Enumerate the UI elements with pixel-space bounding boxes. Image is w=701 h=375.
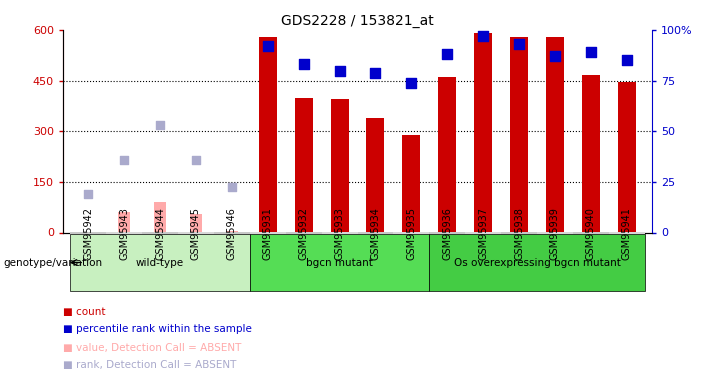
Text: wild-type: wild-type xyxy=(136,258,184,267)
Text: GSM95933: GSM95933 xyxy=(334,207,345,260)
Bar xyxy=(331,99,348,232)
Text: ■ value, Detection Call = ABSENT: ■ value, Detection Call = ABSENT xyxy=(63,342,241,352)
Point xyxy=(226,184,238,190)
Text: GSM95940: GSM95940 xyxy=(586,207,596,260)
Text: GSM95938: GSM95938 xyxy=(514,207,524,260)
Text: GSM95937: GSM95937 xyxy=(478,207,488,260)
Point xyxy=(118,157,130,163)
Point xyxy=(262,43,273,49)
Bar xyxy=(510,37,528,232)
Text: GSM95934: GSM95934 xyxy=(370,207,381,260)
Bar xyxy=(367,118,384,232)
Text: ■ count: ■ count xyxy=(63,307,106,317)
Bar xyxy=(582,75,600,232)
Point xyxy=(550,53,561,59)
Point xyxy=(477,33,489,39)
Point xyxy=(585,49,597,55)
Bar xyxy=(294,98,313,232)
Bar xyxy=(438,77,456,232)
Bar xyxy=(259,37,277,232)
Text: bgcn mutant: bgcn mutant xyxy=(306,258,373,267)
Point xyxy=(83,190,94,196)
Bar xyxy=(474,33,492,232)
Text: GSM95936: GSM95936 xyxy=(442,207,452,260)
Text: GSM95945: GSM95945 xyxy=(191,207,201,260)
Text: GSM95941: GSM95941 xyxy=(622,207,632,260)
Bar xyxy=(402,135,421,232)
Text: GSM95932: GSM95932 xyxy=(299,207,308,260)
Text: GSM95942: GSM95942 xyxy=(83,207,93,260)
Bar xyxy=(118,211,130,232)
Bar xyxy=(226,231,238,232)
Point xyxy=(513,41,524,47)
Point xyxy=(442,51,453,57)
Point xyxy=(154,122,165,128)
Text: GSM95944: GSM95944 xyxy=(155,207,165,260)
Point xyxy=(191,157,202,163)
Point xyxy=(334,68,345,74)
Text: GSM95935: GSM95935 xyxy=(407,207,416,260)
Title: GDS2228 / 153821_at: GDS2228 / 153821_at xyxy=(281,13,434,28)
Text: GSM95939: GSM95939 xyxy=(550,207,560,260)
Text: ■ percentile rank within the sample: ■ percentile rank within the sample xyxy=(63,324,252,334)
Point xyxy=(370,69,381,75)
Text: GSM95943: GSM95943 xyxy=(119,207,129,260)
Point xyxy=(621,57,632,63)
Text: GSM95946: GSM95946 xyxy=(227,207,237,260)
Bar xyxy=(546,37,564,232)
Text: Os overexpressing bgcn mutant: Os overexpressing bgcn mutant xyxy=(454,258,620,267)
Bar xyxy=(190,214,202,232)
Point xyxy=(298,62,309,68)
Text: GSM95931: GSM95931 xyxy=(263,207,273,260)
Point xyxy=(406,80,417,86)
Bar xyxy=(618,82,636,232)
Text: genotype/variation: genotype/variation xyxy=(4,258,102,267)
Text: ■ rank, Detection Call = ABSENT: ■ rank, Detection Call = ABSENT xyxy=(63,360,236,370)
Bar xyxy=(154,202,166,232)
